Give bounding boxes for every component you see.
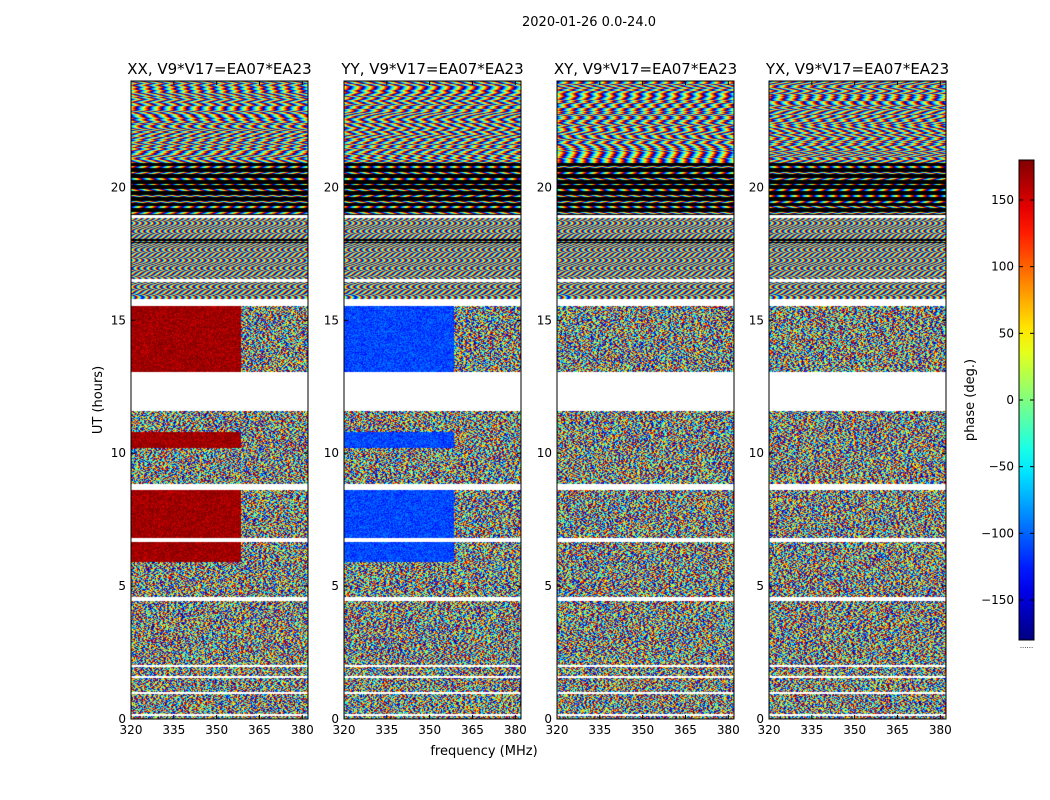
colorbar-tick-label: −50 bbox=[989, 460, 1014, 474]
y-tick-label: 20 bbox=[537, 180, 552, 194]
y-tick-label: 0 bbox=[118, 712, 126, 726]
y-tick-label: 15 bbox=[537, 313, 552, 327]
panel-3: XY, V9*V17=EA07*EA23 320 335 350 365 380 0 5 10 1… bbox=[537, 60, 740, 737]
y-tick-label: 0 bbox=[331, 712, 339, 726]
x-tick-label: 320 bbox=[758, 723, 781, 737]
x-tick-label: 380 bbox=[929, 723, 952, 737]
y-axis-label: UT (hours) bbox=[91, 366, 106, 434]
x-tick-label: 320 bbox=[120, 723, 143, 737]
colorbar-bottom-mark: ...... bbox=[1020, 642, 1033, 650]
y-tick-label: 20 bbox=[749, 180, 764, 194]
y-tick-label: 0 bbox=[544, 712, 552, 726]
y-tick-label: 10 bbox=[324, 446, 339, 460]
panel-heatmap-4 bbox=[769, 81, 946, 719]
figure-suptitle: 2020-01-26 0.0-24.0 bbox=[522, 15, 656, 30]
panel-frame bbox=[556, 80, 735, 720]
y-tick-label: 5 bbox=[331, 579, 339, 593]
x-tick-label: 320 bbox=[333, 723, 356, 737]
panel-title: YX, V9*V17=EA07*EA23 bbox=[765, 60, 949, 78]
x-tick-label: 350 bbox=[843, 723, 866, 737]
panel-heatmap-3 bbox=[557, 81, 734, 719]
colorbar-tick-label: 50 bbox=[999, 326, 1014, 340]
panel-2: YY, V9*V17=EA07*EA23 320 335 350 365 380 0 5 10 1… bbox=[324, 60, 527, 737]
panel-frame bbox=[130, 80, 309, 720]
colorbar-tick-label: −150 bbox=[981, 593, 1014, 607]
y-tick-label: 20 bbox=[324, 180, 339, 194]
x-tick-label: 335 bbox=[375, 723, 398, 737]
panels-group: XX, V9*V17=EA07*EA23 320 335 350 365 380 0 5 10 1… bbox=[111, 60, 952, 737]
y-tick-label: 5 bbox=[756, 579, 764, 593]
x-tick-label: 350 bbox=[631, 723, 654, 737]
x-tick-label: 365 bbox=[461, 723, 484, 737]
panel-frame bbox=[343, 80, 522, 720]
colorbar: 150 100 50 0 −50 −100 −150...... bbox=[981, 159, 1035, 650]
y-tick-label: 5 bbox=[118, 579, 126, 593]
y-tick-label: 10 bbox=[537, 446, 552, 460]
y-tick-label: 15 bbox=[111, 313, 126, 327]
y-tick-label: 20 bbox=[111, 180, 126, 194]
x-tick-label: 380 bbox=[717, 723, 740, 737]
x-tick-label: 380 bbox=[291, 723, 314, 737]
panel-title: YY, V9*V17=EA07*EA23 bbox=[340, 60, 523, 78]
x-tick-label: 350 bbox=[205, 723, 228, 737]
x-tick-label: 380 bbox=[504, 723, 527, 737]
panel-title: XX, V9*V17=EA07*EA23 bbox=[127, 60, 311, 78]
y-tick-label: 15 bbox=[749, 313, 764, 327]
y-tick-label: 5 bbox=[544, 579, 552, 593]
x-tick-label: 320 bbox=[546, 723, 569, 737]
panel-heatmap-1 bbox=[131, 81, 308, 719]
colorbar-tick-label: 150 bbox=[991, 193, 1014, 207]
colorbar-tick-label: 100 bbox=[991, 260, 1014, 274]
y-tick-label: 15 bbox=[324, 313, 339, 327]
x-tick-label: 335 bbox=[800, 723, 823, 737]
y-tick-label: 10 bbox=[111, 446, 126, 460]
colorbar-label: phase (deg.) bbox=[963, 359, 978, 441]
x-tick-label: 335 bbox=[588, 723, 611, 737]
x-tick-label: 350 bbox=[418, 723, 441, 737]
x-tick-label: 365 bbox=[674, 723, 697, 737]
panel-4: YX, V9*V17=EA07*EA23 320 335 350 365 380 0 5 10 1… bbox=[749, 60, 952, 737]
panel-title: XY, V9*V17=EA07*EA23 bbox=[554, 60, 737, 78]
panel-1: XX, V9*V17=EA07*EA23 320 335 350 365 380 0 5 10 1… bbox=[111, 60, 314, 737]
x-axis-label: frequency (MHz) bbox=[430, 744, 537, 759]
colorbar-tick-label: 0 bbox=[1006, 393, 1014, 407]
panel-frame bbox=[768, 80, 947, 720]
colorbar-tick-label: −100 bbox=[981, 526, 1014, 540]
x-tick-label: 335 bbox=[162, 723, 185, 737]
x-tick-label: 365 bbox=[248, 723, 271, 737]
y-tick-label: 0 bbox=[756, 712, 764, 726]
panel-heatmap-2 bbox=[344, 81, 521, 719]
x-tick-label: 365 bbox=[886, 723, 909, 737]
y-tick-label: 10 bbox=[749, 446, 764, 460]
